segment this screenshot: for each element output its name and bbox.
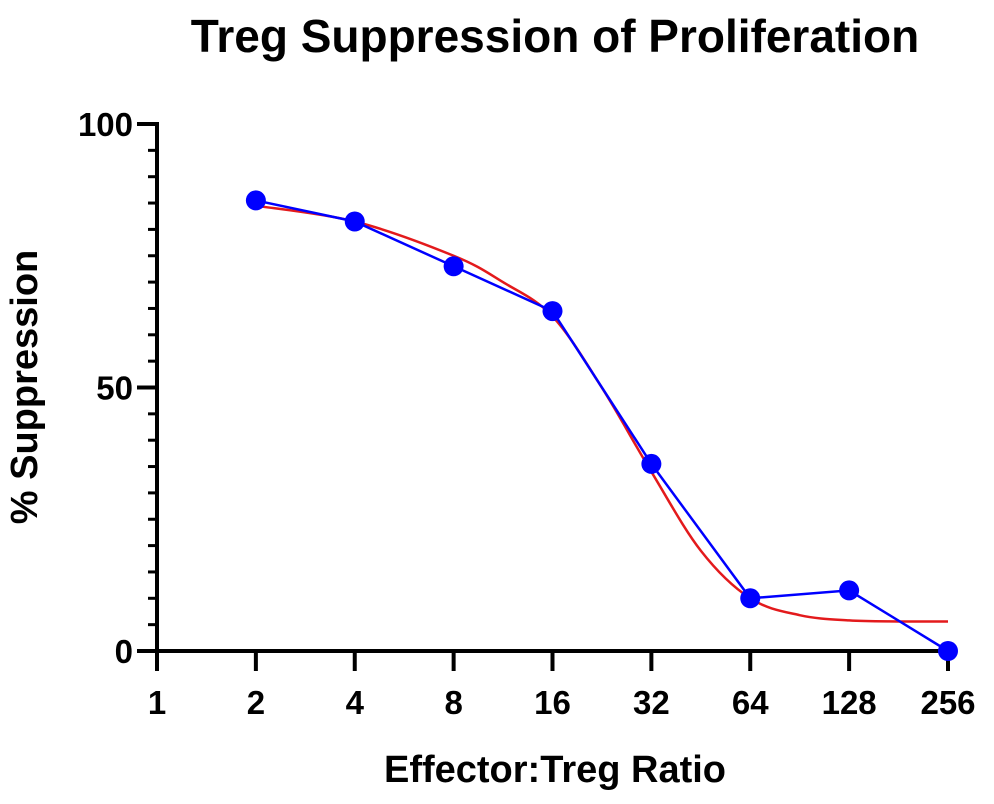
data-point bbox=[740, 588, 761, 609]
chart-title: Treg Suppression of Proliferation bbox=[191, 10, 919, 62]
data-point bbox=[245, 190, 266, 211]
y-tick-label: 50 bbox=[96, 370, 133, 407]
x-ticks: 1 2 4 8 16 32 64 128 256 bbox=[148, 651, 976, 721]
x-tick-label: 256 bbox=[920, 684, 975, 721]
data-point bbox=[938, 641, 958, 661]
series-lines bbox=[255, 199, 949, 653]
data-point bbox=[344, 211, 365, 232]
x-tick-label: 32 bbox=[633, 684, 670, 721]
x-tick-label: 1 bbox=[148, 684, 166, 721]
data-point bbox=[542, 301, 563, 322]
x-axis-label: Effector:Treg Ratio bbox=[384, 749, 726, 791]
data-line bbox=[255, 199, 949, 653]
data-point bbox=[443, 256, 464, 277]
x-tick-label: 4 bbox=[346, 684, 365, 721]
y-axis-label: % Suppression bbox=[4, 250, 46, 525]
y-tick-label: 100 bbox=[78, 106, 133, 143]
x-tick-label: 16 bbox=[534, 684, 571, 721]
fit-curve bbox=[255, 204, 949, 623]
y-ticks: 0 50 100 bbox=[78, 106, 157, 670]
data-point bbox=[839, 580, 860, 601]
y-tick-label: 0 bbox=[115, 633, 133, 670]
x-tick-label: 128 bbox=[822, 684, 877, 721]
axes bbox=[155, 122, 950, 653]
data-point bbox=[641, 453, 662, 474]
x-tick-label: 8 bbox=[444, 684, 462, 721]
series-markers bbox=[245, 190, 958, 661]
x-tick-label: 64 bbox=[732, 684, 769, 721]
x-tick-label: 2 bbox=[247, 684, 265, 721]
